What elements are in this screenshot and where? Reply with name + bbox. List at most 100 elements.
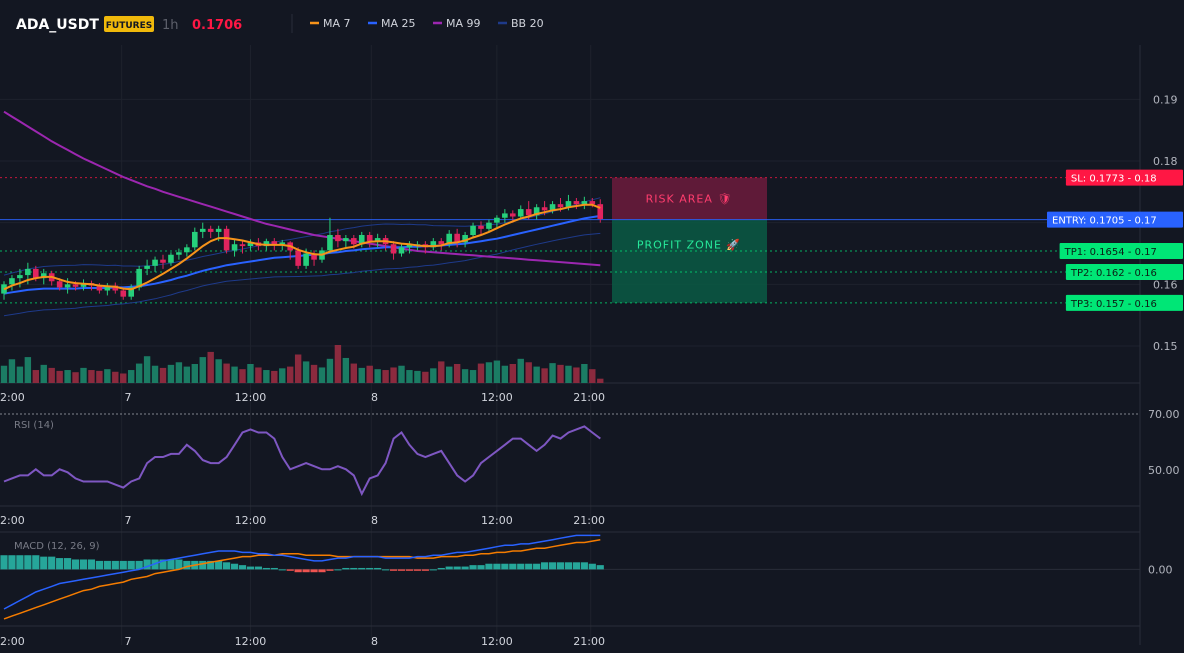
candle[interactable]	[40, 273, 47, 279]
candle[interactable]	[9, 278, 15, 285]
profit-zone[interactable]	[612, 219, 767, 303]
volume-bar	[549, 363, 556, 383]
candle[interactable]	[64, 284, 71, 288]
candle[interactable]	[406, 244, 413, 248]
candle[interactable]	[541, 207, 548, 211]
candle[interactable]	[335, 235, 341, 242]
macd-histogram-bar	[533, 563, 541, 570]
candle[interactable]	[96, 285, 103, 291]
macd-histogram-bar	[389, 569, 398, 571]
price-x-tick-label: 21:00	[573, 391, 605, 404]
candle[interactable]	[470, 225, 476, 235]
candle[interactable]	[215, 228, 222, 232]
symbol[interactable]: ADA_USDT	[16, 17, 99, 33]
rsi-x-tick-label: 12:00	[235, 514, 267, 527]
candle[interactable]	[17, 275, 23, 279]
candle[interactable]	[120, 290, 127, 297]
candle[interactable]	[263, 241, 270, 247]
candle[interactable]	[295, 250, 301, 266]
candle[interactable]	[207, 228, 214, 232]
candle[interactable]	[136, 268, 142, 288]
candle[interactable]	[366, 235, 373, 242]
candle[interactable]	[573, 201, 580, 205]
candle[interactable]	[199, 228, 206, 232]
y-tick-label: 0.16	[1153, 278, 1178, 291]
macd-histogram-bar	[310, 569, 318, 573]
volume-bar	[501, 365, 509, 383]
candle[interactable]	[184, 247, 190, 253]
candle[interactable]	[510, 213, 516, 217]
candle[interactable]	[398, 247, 405, 254]
candle[interactable]	[192, 231, 198, 248]
macd-panel[interactable]: MACD (12, 26, 9) 0.00 2:00 7 12:00 8 12:00 21:0…	[0, 531, 1173, 648]
candle[interactable]	[351, 238, 357, 245]
macd-histogram-bar	[71, 559, 80, 570]
rsi-panel[interactable]: RSI (14) 70.00 50.00 2:00 7 12:00 8 12:00 21:00	[0, 408, 1180, 527]
candle[interactable]	[533, 207, 540, 216]
candle[interactable]	[390, 244, 397, 254]
candle[interactable]	[597, 204, 604, 219]
candle[interactable]	[446, 233, 452, 245]
candle[interactable]	[478, 225, 484, 229]
candle[interactable]	[430, 241, 437, 248]
candle[interactable]	[557, 204, 564, 208]
candle[interactable]	[152, 259, 158, 266]
candle[interactable]	[462, 235, 468, 243]
candle[interactable]	[72, 284, 79, 287]
candle[interactable]	[486, 222, 492, 229]
last-price: 0.1706	[192, 18, 242, 33]
macd-histogram-bar	[159, 559, 167, 570]
price-panel[interactable]: 0.19 0.18 0.17 0.16 0.15 RISK AREA 🛡 PROFIT ZO…	[0, 45, 1183, 645]
candle[interactable]	[589, 201, 596, 205]
macd-histogram-bar	[429, 569, 437, 571]
candle[interactable]	[517, 209, 524, 217]
risk-zone[interactable]	[612, 177, 767, 220]
interval[interactable]: 1h	[162, 18, 179, 33]
candle[interactable]	[549, 204, 556, 211]
rsi-y-tick-label: 50.00	[1148, 464, 1180, 477]
candle[interactable]	[438, 241, 445, 245]
candle[interactable]	[525, 209, 532, 216]
candle[interactable]	[25, 268, 31, 276]
volume-bar	[477, 363, 485, 383]
macd-histogram-bar	[437, 567, 445, 570]
macd-histogram-bar	[445, 566, 453, 570]
candle[interactable]	[33, 268, 39, 279]
candle[interactable]	[565, 201, 572, 208]
candle[interactable]	[168, 254, 174, 263]
macd-histogram-bar	[79, 559, 88, 570]
candle[interactable]	[144, 265, 150, 269]
candle[interactable]	[247, 242, 254, 247]
candle[interactable]	[502, 213, 508, 218]
candle[interactable]	[279, 242, 286, 245]
candle[interactable]	[454, 233, 460, 243]
macd-histogram-bar	[238, 565, 247, 570]
candle[interactable]	[104, 285, 111, 291]
candle[interactable]	[176, 252, 182, 255]
candle[interactable]	[128, 287, 134, 297]
candle[interactable]	[358, 235, 365, 245]
candle[interactable]	[56, 281, 63, 288]
sl-tag-sep: -	[1124, 174, 1134, 185]
volume-bar	[16, 366, 24, 383]
candle[interactable]	[581, 201, 588, 205]
candle[interactable]	[303, 253, 309, 266]
candle[interactable]	[374, 238, 381, 242]
volume-bar	[255, 367, 262, 383]
candle[interactable]	[231, 244, 238, 251]
candle[interactable]	[343, 238, 349, 242]
candle[interactable]	[494, 217, 500, 223]
candle[interactable]	[271, 241, 278, 245]
candle[interactable]	[223, 228, 230, 251]
entry-tag-sep: -	[1125, 216, 1135, 227]
candle[interactable]	[80, 283, 87, 287]
candle[interactable]	[112, 285, 119, 291]
candle[interactable]	[311, 253, 317, 260]
candle[interactable]	[327, 235, 333, 251]
macd-signal-line	[3, 538, 601, 620]
macd-histogram-bar	[270, 567, 278, 570]
candle[interactable]	[239, 244, 246, 247]
volume-bar	[414, 370, 421, 383]
candle[interactable]	[160, 259, 166, 263]
